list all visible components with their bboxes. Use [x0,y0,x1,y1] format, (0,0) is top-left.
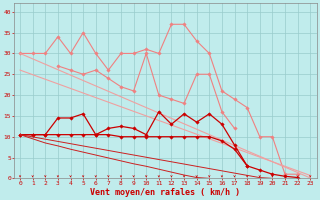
X-axis label: Vent moyen/en rafales ( km/h ): Vent moyen/en rafales ( km/h ) [90,188,240,197]
